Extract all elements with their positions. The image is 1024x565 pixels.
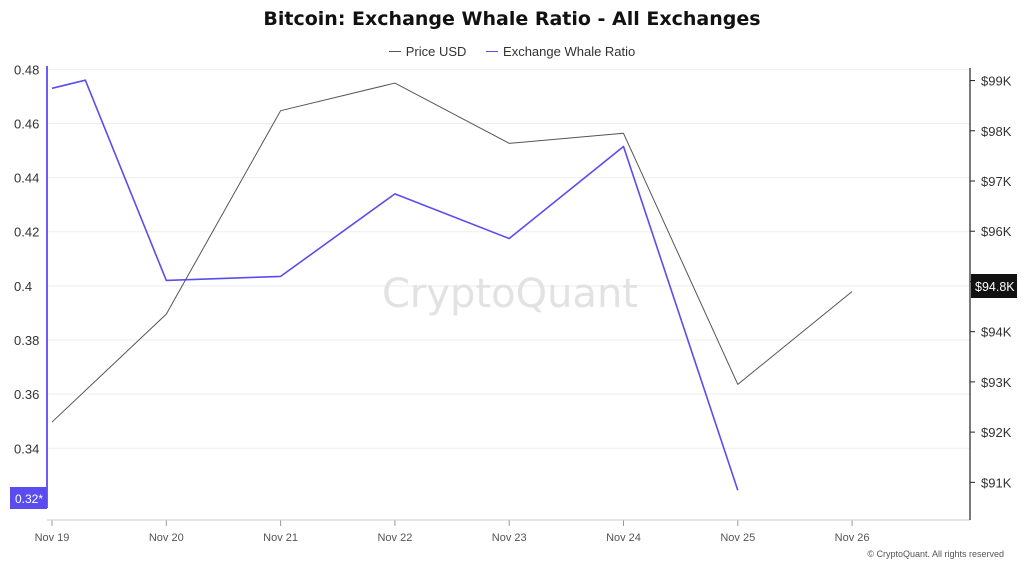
legend-label-price: Price USD — [405, 44, 467, 59]
y-right-tick-label: $97K — [981, 174, 1012, 189]
data-point-price — [508, 142, 510, 144]
right-value-badge-label: $94.8K — [975, 280, 1015, 294]
data-point-price — [394, 82, 396, 84]
watermark: CryptoQuant — [382, 271, 638, 317]
y-left-tick-label: 0.38 — [14, 333, 39, 348]
data-point-whale-ratio — [622, 145, 624, 147]
data-point-whale-ratio — [737, 489, 739, 491]
y-right-tick-label: $99K — [981, 74, 1012, 89]
data-point-price — [165, 313, 167, 315]
data-point-whale-ratio — [394, 193, 396, 195]
copyright-credit: © CryptoQuant. All rights reserved — [867, 549, 1004, 559]
y-left-tick-label: 0.44 — [14, 171, 39, 186]
x-tick-label: Nov 20 — [149, 532, 184, 544]
left-value-badge — [10, 487, 47, 509]
y-left-tick-label: 0.36 — [14, 387, 39, 402]
data-point-price — [737, 383, 739, 385]
legend-swatch-price — [388, 51, 401, 52]
data-point-price — [279, 109, 281, 111]
data-point-whale-ratio — [51, 87, 53, 89]
x-tick-label: Nov 24 — [606, 532, 641, 544]
x-tick-label: Nov 26 — [835, 532, 870, 544]
y-right-tick-label: $92K — [981, 425, 1012, 440]
data-point-price — [851, 290, 853, 292]
chart-legend: Price USD Exchange Whale Ratio — [0, 40, 1024, 59]
x-tick-label: Nov 25 — [720, 532, 755, 544]
y-right-tick-label: $98K — [981, 124, 1012, 139]
y-right-tick-label: $96K — [981, 224, 1012, 239]
data-point-whale-ratio — [165, 279, 167, 281]
y-left-tick-label: 0.34 — [14, 441, 39, 456]
x-tick-label: Nov 23 — [492, 532, 527, 544]
y-left-tick-label: 0.4 — [14, 279, 32, 294]
y-right-tick-label: $94K — [981, 325, 1012, 340]
series-line-price — [51, 82, 853, 423]
x-tick-label: Nov 22 — [377, 532, 412, 544]
data-point-price — [51, 421, 53, 423]
chart-title: Bitcoin: Exchange Whale Ratio - All Exch… — [263, 8, 761, 30]
right-value-badge — [971, 274, 1017, 298]
x-tick-label: Nov 21 — [263, 532, 298, 544]
data-point-price — [622, 132, 624, 134]
y-left-tick-label: 0.42 — [14, 225, 39, 240]
data-point-whale-ratio — [279, 275, 281, 277]
series-line-whale-ratio — [51, 79, 739, 491]
legend-item-price[interactable]: Price USD — [388, 44, 467, 59]
data-point-whale-ratio — [508, 237, 510, 239]
x-tick-label: Nov 19 — [35, 532, 70, 544]
legend-label-whale-ratio: Exchange Whale Ratio — [503, 44, 636, 59]
legend-swatch-whale-ratio — [486, 51, 499, 52]
data-point-whale-ratio — [84, 79, 86, 81]
legend-item-whale-ratio[interactable]: Exchange Whale Ratio — [486, 44, 635, 59]
left-value-badge-label: 0.32* — [15, 492, 43, 506]
y-left-tick-label: 0.46 — [14, 116, 39, 131]
y-right-tick-label: $93K — [981, 375, 1012, 390]
y-left-tick-label: 0.48 — [14, 62, 39, 77]
y-right-tick-label: $91K — [981, 475, 1012, 490]
